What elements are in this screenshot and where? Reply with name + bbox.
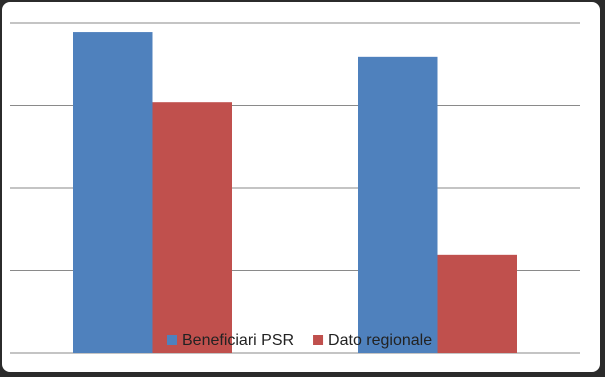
bar — [152, 102, 232, 353]
bar — [437, 254, 517, 353]
bar — [73, 32, 153, 353]
bar — [358, 56, 438, 353]
legend-label: Dato regionale — [328, 332, 432, 349]
legend-swatch — [313, 335, 324, 345]
legend-swatch — [167, 335, 177, 345]
legend-label: Beneficiari PSR — [182, 332, 294, 349]
